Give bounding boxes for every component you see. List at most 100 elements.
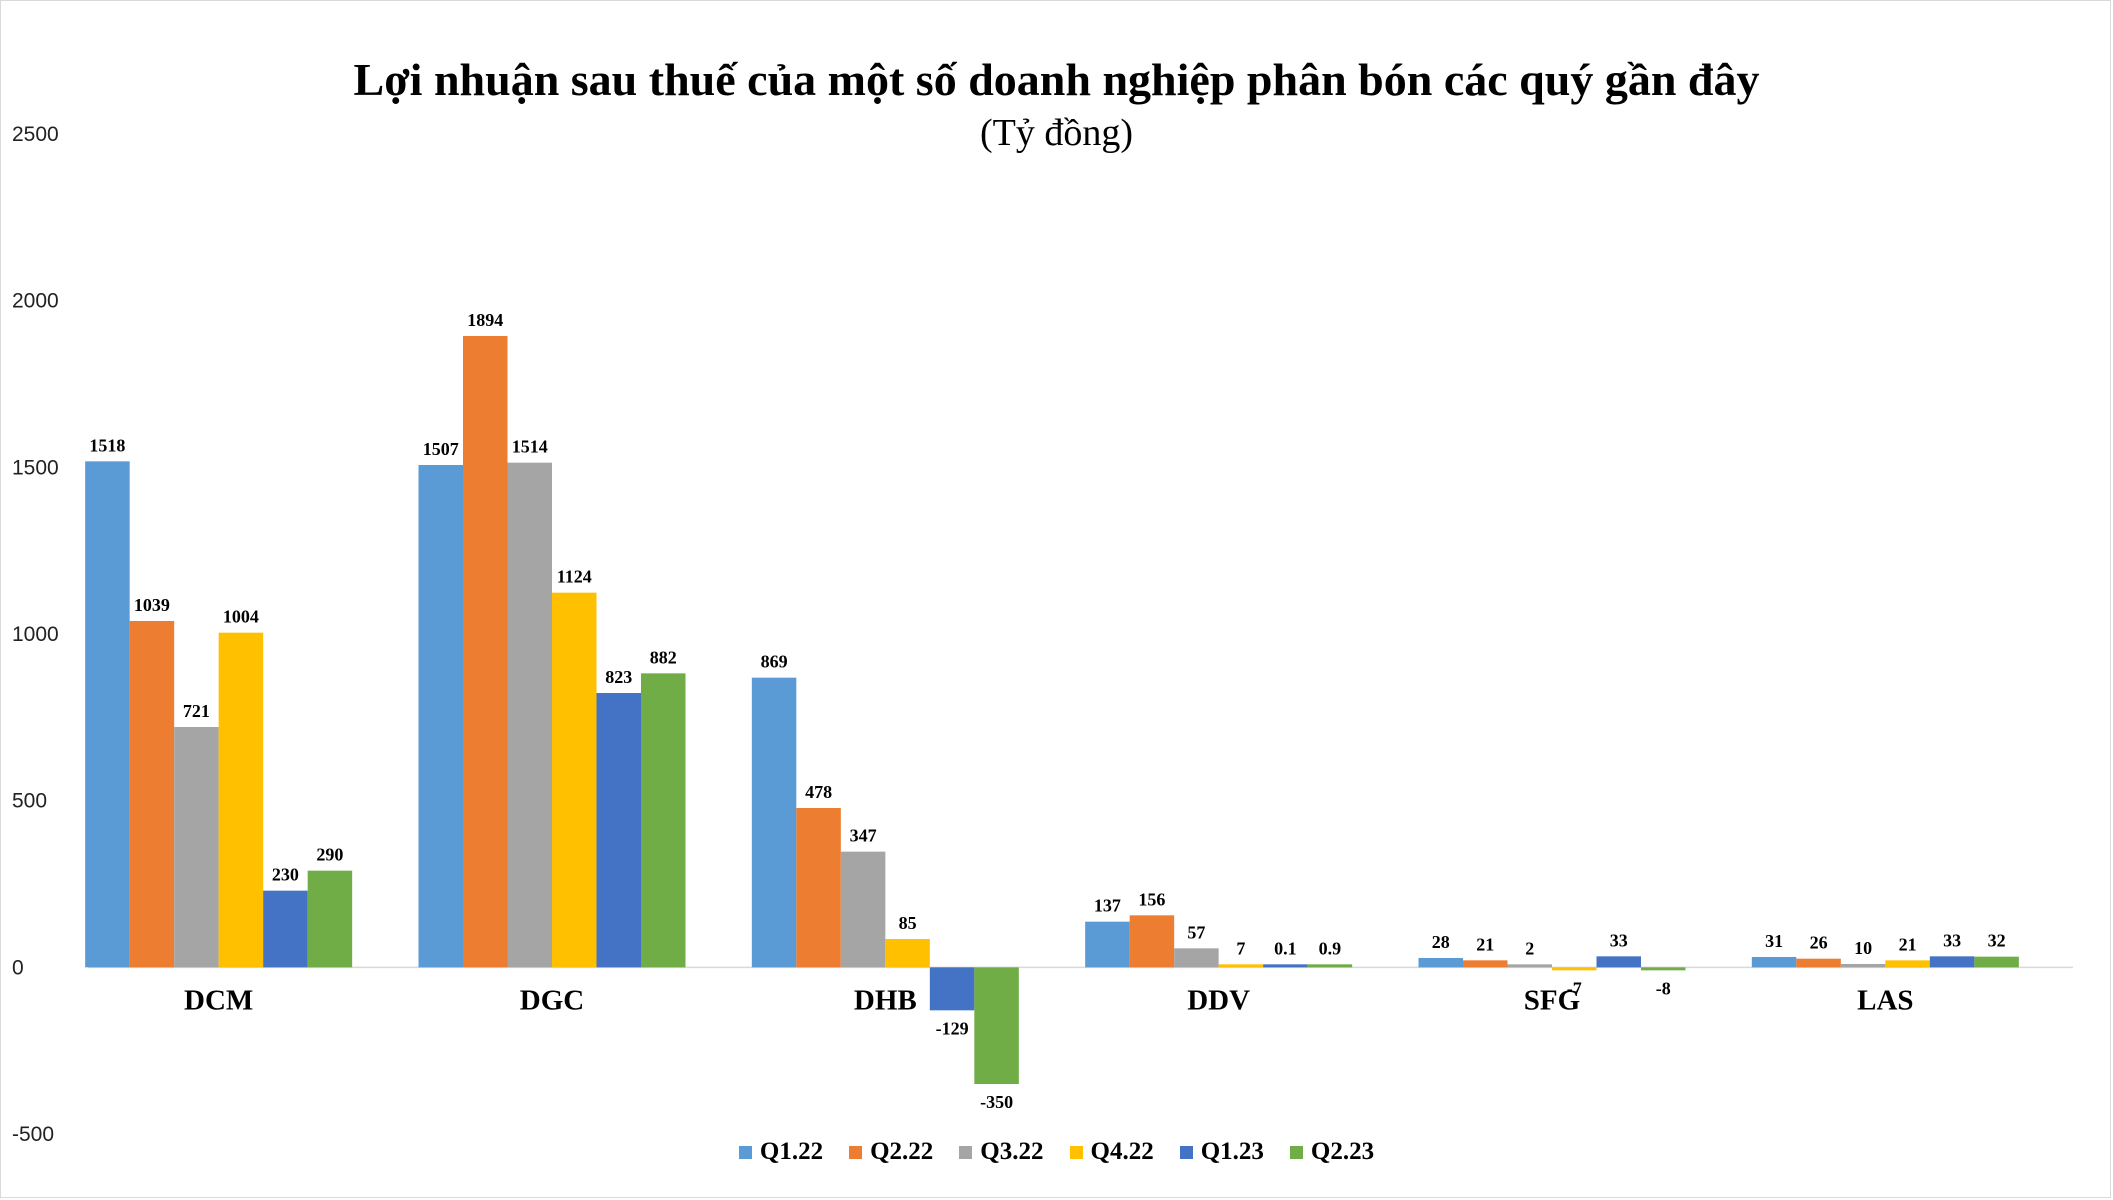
bar-dcm-q2-23: [307, 870, 353, 968]
legend-item: Q2.23: [1289, 1138, 1375, 1166]
bar-ddv-q1-22: [1085, 921, 1130, 968]
legend-swatch: [959, 1145, 973, 1159]
data-label: 1894: [467, 310, 503, 330]
bar-dgc-q1-22: [418, 465, 463, 968]
data-label: 1039: [134, 595, 170, 615]
bar-sfg-q3-22: [1507, 964, 1552, 968]
data-label: 156: [1138, 889, 1165, 909]
bar-las-q4-22: [1885, 960, 1930, 968]
data-label: 230: [272, 865, 299, 885]
bar-sfg-q2-23: [1641, 967, 1686, 971]
legend-label: Q4.22: [1090, 1138, 1154, 1165]
data-label: 32: [1988, 931, 2006, 951]
bar-sfg-q2-22: [1463, 960, 1508, 968]
bar-las-q3-22: [1840, 964, 1886, 968]
y-axis: -500 0 500 1000 1500 2000 2500: [12, 123, 59, 1146]
data-label: 2: [1525, 938, 1534, 958]
bar-dcm-q4-22: [218, 632, 264, 968]
data-label: 882: [650, 647, 677, 667]
legend-label: Q3.22: [980, 1138, 1044, 1165]
data-label: 0.1: [1274, 938, 1297, 958]
legend-swatch: [738, 1145, 752, 1159]
y-tick-label: 0: [12, 956, 24, 979]
bar-las-q2-23: [1974, 956, 2019, 968]
data-label: 1518: [89, 435, 125, 455]
bar-dgc-q3-22: [507, 462, 552, 968]
data-label: 21: [1899, 934, 1917, 954]
legend-item: Q3.22: [959, 1138, 1044, 1166]
legend-label: Q2.23: [1310, 1138, 1375, 1165]
data-label: 823: [605, 667, 632, 687]
legend-label: Q1.23: [1200, 1138, 1264, 1165]
x-axis: DCM DGC DHB DDV SFG LAS: [184, 984, 1914, 1016]
data-label: 137: [1094, 896, 1121, 916]
x-category-label: DDV: [1187, 984, 1250, 1016]
bar-dhb-q4-22: [885, 939, 930, 968]
bar-sfg-q1-22: [1418, 958, 1463, 968]
legend-swatch: [1069, 1145, 1083, 1159]
data-label: 33: [1610, 930, 1628, 950]
legend-item: Q4.22: [1069, 1138, 1154, 1166]
y-tick-label: 2000: [12, 290, 59, 313]
legend-item: Q1.22: [738, 1138, 824, 1166]
bar-ddv-q2-22: [1129, 915, 1175, 968]
y-tick-label: 2500: [12, 123, 59, 146]
data-label: 21: [1476, 934, 1494, 954]
x-category-label: DHB: [854, 984, 917, 1016]
chart-title: Lợi nhuận sau thuế của một số doanh nghi…: [353, 54, 1760, 105]
legend-label: Q1.22: [759, 1138, 824, 1165]
data-label: 1514: [512, 437, 548, 457]
x-category-label: LAS: [1857, 984, 1913, 1016]
data-label: 85: [899, 913, 917, 933]
data-label: -7: [1567, 978, 1582, 998]
bar-dgc-q1-23: [596, 693, 641, 968]
y-tick-label: 1500: [12, 456, 59, 479]
bar-ddv-q4-22: [1218, 964, 1264, 968]
x-category-label: SFG: [1524, 984, 1580, 1016]
chart-subtitle: (Tỷ đồng): [979, 112, 1134, 154]
data-label: 28: [1432, 932, 1450, 952]
data-label: 0.9: [1319, 938, 1342, 958]
data-label: 57: [1187, 922, 1205, 942]
y-tick-label: 500: [12, 790, 47, 813]
bar-dgc-q2-23: [641, 673, 686, 968]
bar-sfg-q4-22: [1552, 967, 1597, 971]
data-label: 347: [850, 826, 877, 846]
data-label: 26: [1810, 933, 1828, 953]
y-tick-label: 1000: [12, 623, 59, 646]
legend: Q1.22 Q2.22 Q3.22 Q4.22 Q1.23 Q2.23: [0, 1138, 2113, 1166]
bar-dcm-q2-22: [129, 621, 175, 968]
data-label: 869: [761, 652, 788, 672]
data-label: 33: [1943, 930, 1961, 950]
bar-ddv-q3-22: [1174, 948, 1219, 968]
legend-swatch: [1289, 1145, 1303, 1159]
x-category-label: DCM: [184, 984, 253, 1016]
data-label: 10: [1854, 938, 1872, 958]
bar-dcm-q3-22: [174, 727, 219, 968]
data-label: 7: [1236, 938, 1245, 958]
bar-dhb-q1-23: [929, 967, 975, 1011]
data-label: -350: [980, 1092, 1013, 1112]
bar-dgc-q4-22: [552, 592, 597, 968]
legend-label: Q2.22: [870, 1138, 934, 1165]
bar-dhb-q1-22: [751, 677, 797, 968]
data-label: 290: [316, 845, 343, 865]
legend-swatch: [1179, 1145, 1193, 1159]
data-label: 1004: [223, 607, 259, 627]
x-category-label: DGC: [520, 984, 584, 1016]
bar-las-q2-22: [1796, 958, 1841, 968]
bar-sfg-q1-23: [1596, 956, 1641, 968]
data-label: 31: [1765, 931, 1783, 951]
y-tick-label: -500: [12, 1123, 54, 1146]
bar-dhb-q2-22: [796, 808, 841, 968]
data-label: -8: [1656, 978, 1671, 998]
bars-group: [85, 336, 2019, 1084]
data-label: 721: [183, 701, 210, 721]
data-label: 1507: [423, 439, 459, 459]
bar-dcm-q1-22: [85, 461, 130, 968]
data-label: 1124: [557, 567, 592, 587]
legend-item: Q2.22: [849, 1138, 933, 1166]
data-labels-group: 1518103972110042302901507189415141124823…: [89, 310, 2005, 1112]
